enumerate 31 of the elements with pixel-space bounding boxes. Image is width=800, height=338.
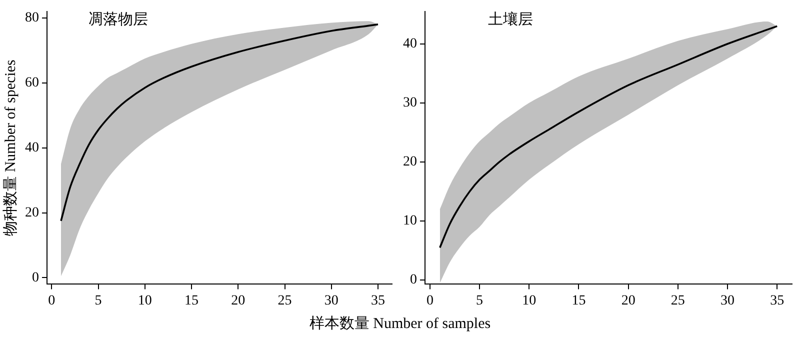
y-axis-title: 物种数量 Number of species	[2, 60, 19, 236]
x-tick-label: 20	[621, 293, 636, 308]
y-tick-label: 10	[403, 214, 417, 229]
chart-title: 土壤层	[488, 10, 533, 29]
line-series	[438, 25, 778, 248]
x-tick-label: 35	[371, 293, 386, 308]
x-tick-label: 0	[426, 293, 434, 308]
x-tick-label: 25	[278, 293, 292, 308]
x-tick-label: 15	[184, 293, 199, 308]
x-tick-label: 15	[572, 293, 586, 308]
x-tick-label: 10	[138, 293, 152, 308]
y-tick-label: 20	[25, 205, 39, 220]
x-tick-label: 0	[48, 293, 56, 308]
x-tick-label: 30	[720, 293, 735, 308]
y-tick-label: 20	[403, 154, 417, 170]
x-tick-label: 5	[476, 293, 484, 308]
x-tick-label: 25	[670, 293, 685, 308]
y-tick-label: 0	[410, 272, 417, 288]
x-tick-label: 20	[231, 293, 246, 308]
y-tick-label: 40	[403, 36, 417, 52]
x-tick-label: 5	[94, 293, 102, 308]
y-tick-label: 80	[25, 10, 39, 26]
chart-title: 凋落物层	[88, 10, 148, 29]
x-tick-label: 10	[522, 293, 536, 308]
x-tick-label: 35	[770, 293, 784, 308]
y-tick-label: 30	[403, 96, 417, 111]
x-tick-label: 30	[324, 293, 338, 308]
x-axis-title: 样本数量 Number of samples	[308, 314, 492, 333]
y-tick-label: 0	[32, 270, 39, 286]
y-tick-label: 60	[25, 76, 39, 91]
y-tick-label: 40	[25, 140, 39, 156]
